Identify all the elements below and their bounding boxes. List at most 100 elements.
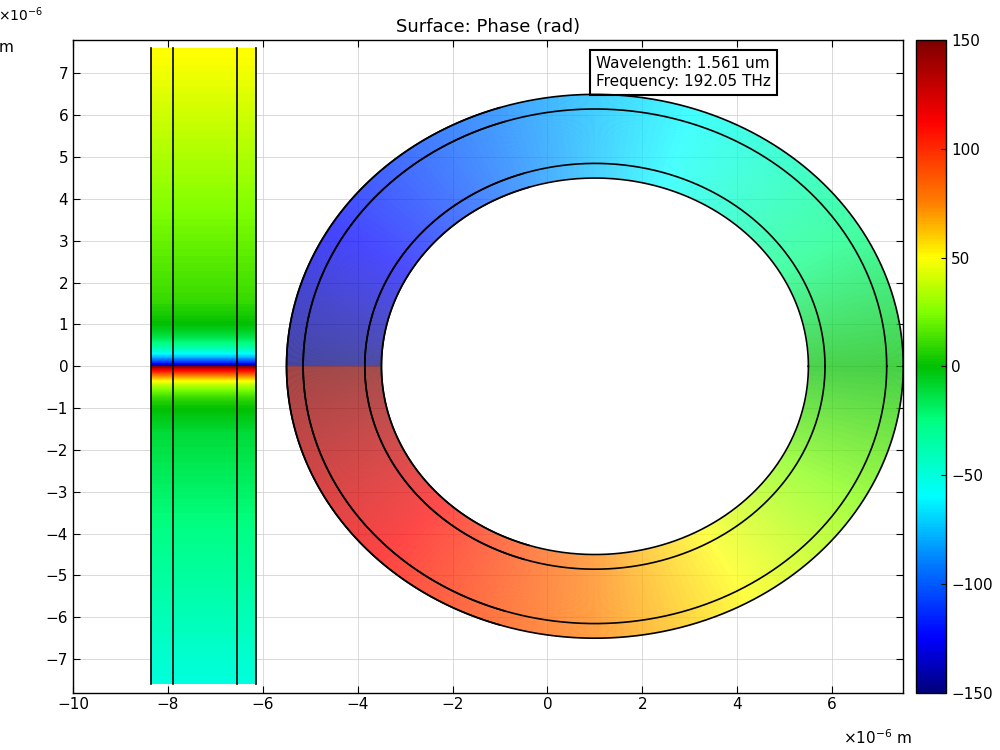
Wedge shape [308,435,396,466]
Wedge shape [614,95,623,178]
Wedge shape [500,107,530,188]
Wedge shape [526,550,547,632]
Wedge shape [578,94,584,178]
Wedge shape [604,94,609,178]
Wedge shape [289,330,383,342]
Wedge shape [757,489,829,544]
Wedge shape [726,152,785,218]
Wedge shape [807,386,902,394]
Wedge shape [670,542,704,621]
Wedge shape [805,399,899,415]
Wedge shape [293,404,386,422]
Wedge shape [675,114,710,192]
Wedge shape [775,220,855,266]
Wedge shape [786,449,872,486]
Wedge shape [291,398,384,412]
Wedge shape [406,515,465,582]
Wedge shape [554,97,567,180]
Wedge shape [349,480,425,531]
Wedge shape [687,121,729,196]
Wedge shape [799,422,890,446]
Wedge shape [291,322,384,336]
Wedge shape [615,554,624,637]
Wedge shape [622,553,635,636]
Wedge shape [289,333,383,344]
Wedge shape [306,433,395,463]
Wedge shape [758,190,831,245]
Wedge shape [341,211,419,260]
Wedge shape [703,529,751,601]
Wedge shape [773,216,852,262]
Wedge shape [808,380,903,386]
Wedge shape [544,98,560,181]
Wedge shape [324,236,408,276]
Wedge shape [366,492,436,548]
Wedge shape [320,243,405,281]
Wedge shape [807,341,902,350]
Wedge shape [709,526,760,596]
Wedge shape [334,221,414,266]
Wedge shape [606,554,611,638]
Wedge shape [783,238,867,278]
Wedge shape [313,442,400,476]
Wedge shape [782,457,865,497]
Wedge shape [553,97,566,180]
Wedge shape [299,289,390,313]
Wedge shape [715,141,768,211]
Wedge shape [424,140,477,210]
Wedge shape [504,546,532,626]
Wedge shape [806,395,900,409]
Wedge shape [291,398,385,412]
Wedge shape [378,173,445,232]
Wedge shape [630,98,646,181]
Wedge shape [764,482,839,532]
Wedge shape [805,316,898,332]
Wedge shape [775,220,855,265]
Wedge shape [800,290,891,314]
Wedge shape [696,532,742,605]
Wedge shape [344,208,421,257]
Wedge shape [717,143,771,212]
Wedge shape [519,549,543,630]
Wedge shape [760,485,834,539]
Wedge shape [305,272,395,302]
Wedge shape [306,272,395,301]
Wedge shape [561,554,572,637]
Wedge shape [788,251,875,287]
Wedge shape [753,493,823,549]
Wedge shape [520,103,543,184]
Wedge shape [287,374,382,376]
Wedge shape [780,460,862,503]
Wedge shape [315,251,401,287]
Wedge shape [345,206,422,256]
Wedge shape [774,468,854,514]
Wedge shape [657,546,686,626]
Wedge shape [804,314,898,330]
Wedge shape [808,370,903,373]
Wedge shape [444,129,491,202]
Wedge shape [296,299,388,320]
Wedge shape [743,171,810,231]
Wedge shape [805,320,899,334]
Wedge shape [733,158,794,223]
Wedge shape [700,530,748,603]
Wedge shape [289,392,383,404]
Wedge shape [336,218,416,264]
Wedge shape [426,524,478,594]
Wedge shape [449,532,494,606]
Wedge shape [739,165,803,227]
Wedge shape [741,503,806,565]
Wedge shape [623,97,636,180]
Wedge shape [528,550,549,632]
Wedge shape [537,551,555,634]
Wedge shape [673,542,709,619]
Wedge shape [294,406,386,424]
Wedge shape [452,125,496,200]
Wedge shape [296,413,388,434]
Wedge shape [292,401,385,417]
Wedge shape [727,152,786,218]
Wedge shape [532,550,552,632]
Wedge shape [751,494,821,552]
Wedge shape [805,315,898,332]
Wedge shape [402,154,462,219]
